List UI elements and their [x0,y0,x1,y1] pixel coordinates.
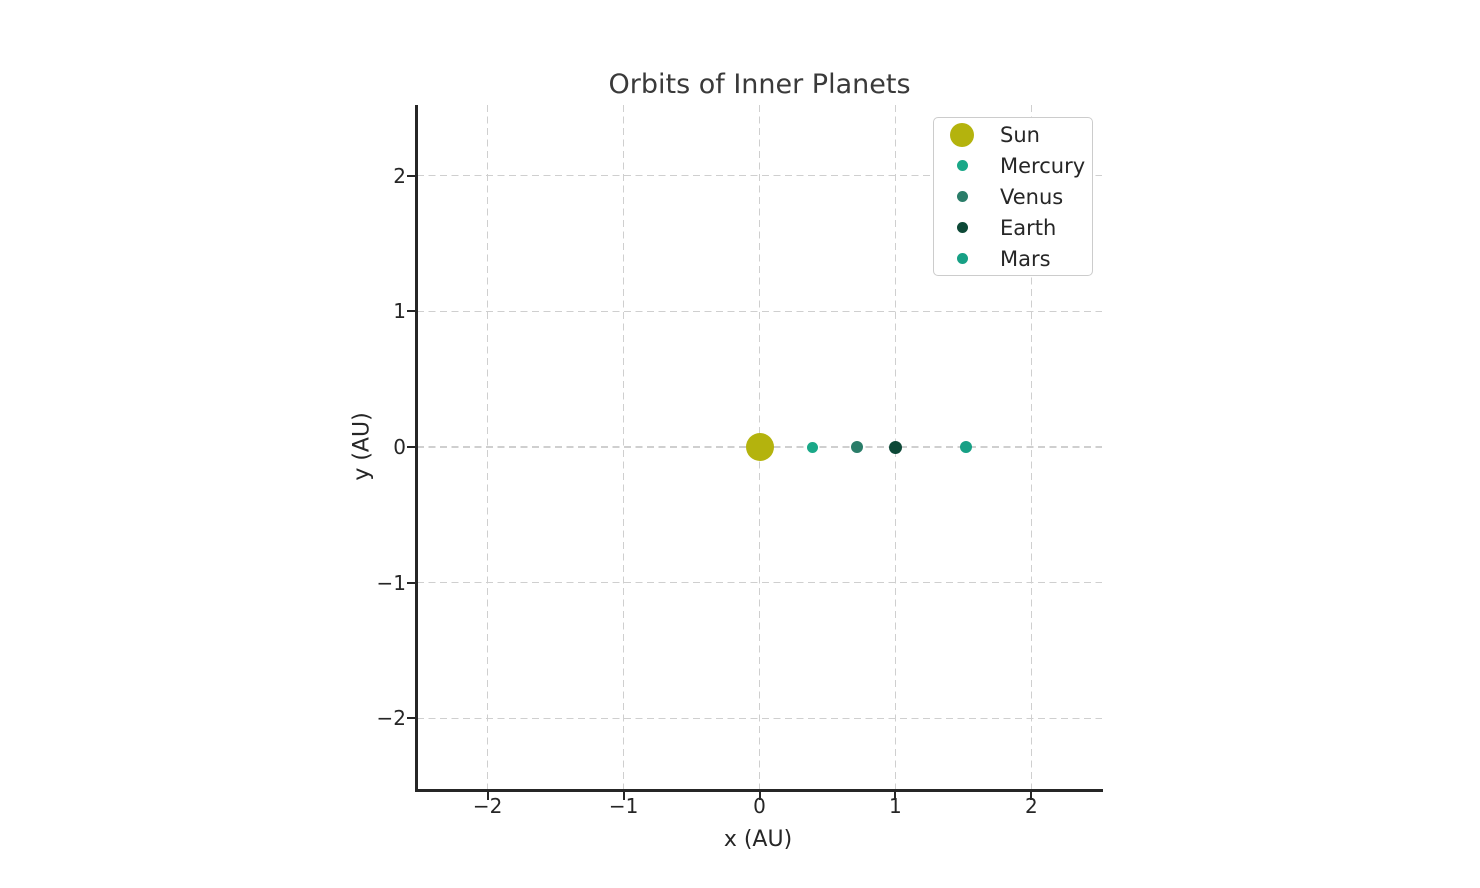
y-tick-label: −2 [376,706,406,731]
legend-item-label: Mars [1000,246,1051,271]
y-tick-mark [407,174,415,177]
gridline-horizontal [417,310,1102,312]
x-tick-mark [1030,791,1033,800]
x-tick-mark [758,791,761,800]
y-tick-label: 1 [393,299,406,324]
y-axis-label: y (AU) [349,412,375,481]
gridline-horizontal [417,717,1102,720]
sun-marker-icon [950,122,974,147]
y-axis-spine [415,105,418,792]
legend-marker-cell [934,222,990,233]
legend-item-venus: Venus [934,181,1092,212]
legend-item-mars: Mars [934,243,1092,274]
x-axis-label: x (AU) [723,827,793,852]
legend-item-label: Sun [1000,122,1040,147]
mercury-marker-icon [956,160,968,171]
y-tick-mark [407,446,415,448]
legend-marker-cell [934,191,990,202]
x-tick-label: −1 [608,794,639,818]
x-tick-label: −2 [472,794,503,818]
mars-marker-icon [956,253,968,264]
legend-item-label: Earth [1000,215,1057,240]
x-tick-label: 2 [1024,794,1038,818]
venus-marker-icon [956,191,968,202]
legend: Sun Mercury Venus Earth Mars [933,117,1093,276]
y-tick-mark [407,717,415,720]
chart-title: Orbits of Inner Planets [608,69,911,100]
legend-item-label: Mercury [1000,153,1086,178]
x-tick-mark [894,791,897,800]
data-point-mercury [807,441,818,453]
legend-marker-cell [934,160,990,171]
x-tick-mark [622,791,625,800]
legend-marker-cell [934,122,990,147]
legend-item-sun: Sun [934,119,1092,150]
y-tick-mark [407,581,415,584]
data-point-sun [745,433,774,461]
legend-item-mercury: Mercury [934,150,1092,181]
y-tick-mark [407,310,415,313]
y-tick-label: −1 [376,570,406,595]
legend-marker-cell [934,253,990,264]
y-tick-label: 0 [393,435,406,459]
x-axis-spine [415,789,1103,792]
x-tick-mark [486,791,489,800]
gridline-horizontal [417,582,1102,584]
data-point-earth [888,440,902,454]
y-tick-label: 2 [393,163,406,188]
earth-marker-icon [956,222,968,233]
gridline-horizontal [417,174,1102,177]
data-point-mars [960,441,973,453]
legend-item-earth: Earth [934,212,1092,243]
x-tick-label: 0 [753,794,766,818]
x-tick-label: 1 [889,794,902,818]
legend-item-label: Venus [1000,184,1064,209]
data-point-venus [851,441,864,453]
